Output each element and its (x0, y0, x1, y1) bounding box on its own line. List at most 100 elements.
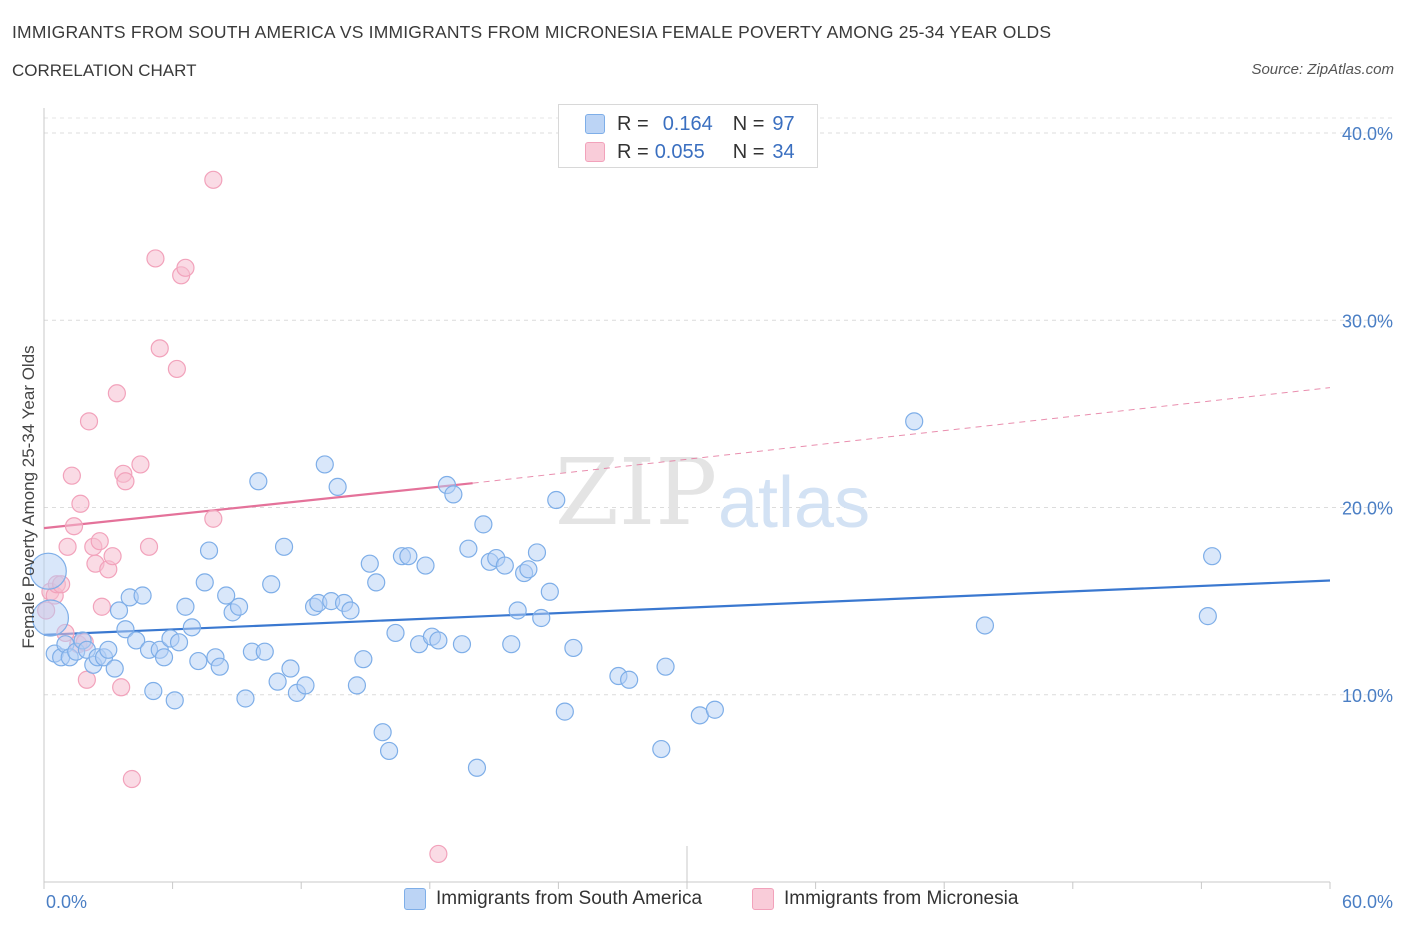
micronesia-point-31 (176, 258, 195, 277)
south-america-point-74 (495, 556, 514, 575)
micronesia-point-21 (112, 678, 131, 697)
pink-swatch (585, 142, 605, 162)
micronesia-point-32 (204, 509, 223, 528)
x-tick-label-0: 0.0% (46, 892, 87, 912)
bottom-legend-label-blue: Immigrants from South America (436, 888, 703, 909)
south-america-point-50 (328, 477, 347, 497)
south-america-point-69 (459, 539, 478, 558)
legend-r-value-pink: 0.055 (654, 140, 705, 163)
south-america-point-84 (564, 638, 583, 658)
south-america-point-68 (452, 635, 472, 654)
bottom-legend-south-america: Immigrants from South America (404, 888, 702, 910)
south-america-point-14 (109, 601, 129, 620)
south-america-point-26 (176, 597, 195, 616)
legend-row-south-america: R = 0.164 N = 97 (585, 111, 795, 137)
micronesia-point-19 (103, 547, 122, 566)
micronesia-point-6 (58, 537, 77, 556)
micronesia-point-33 (204, 170, 223, 189)
south-america-point-87 (652, 739, 671, 759)
south-america-point-92 (975, 616, 995, 635)
south-america-point-22 (154, 648, 174, 667)
south-america-point-82 (547, 490, 566, 510)
legend-n-label: N = (732, 140, 765, 163)
south-america-point-45 (296, 676, 315, 695)
south-america-point-71 (474, 515, 493, 534)
bottom-legend-micronesia: Immigrants from Micronesia (752, 888, 1018, 910)
south-america-point-1 (31, 599, 70, 637)
south-america-point-67 (444, 485, 463, 504)
micronesia-point-20 (107, 384, 126, 403)
south-america-point-35 (229, 597, 249, 616)
south-america-point-36 (236, 689, 255, 708)
micronesia-point-24 (122, 769, 141, 789)
legend-r-label: R = (617, 112, 649, 135)
blue-swatch (404, 888, 426, 910)
south-america-point-63 (416, 556, 435, 575)
micronesia-point-26 (139, 537, 159, 556)
watermark: ZIP atlas (555, 439, 870, 546)
south-america-point-61 (399, 547, 418, 566)
blue-swatch (585, 114, 605, 134)
legend-n-value-blue: 97 (772, 112, 795, 135)
south-america-point-18 (133, 586, 152, 605)
chart-title: IMMIGRANTS FROM SOUTH AMERICA VS IMMIGRA… (12, 22, 1052, 42)
trend-lines (43, 387, 1331, 636)
south-america-point-86 (620, 670, 639, 689)
micronesia-point-25 (131, 455, 150, 474)
micronesia-point-12 (77, 670, 96, 689)
y-tick-label-0: 10.0% (1342, 686, 1393, 706)
south-america-point-94 (1203, 547, 1222, 566)
south-america-point-41 (268, 672, 287, 691)
south-america-point-80 (532, 608, 551, 628)
micronesia-point-13 (79, 412, 99, 431)
south-america-point-13 (105, 659, 124, 678)
south-america-point-56 (367, 573, 386, 592)
bottom-legend-label-pink: Immigrants from Micronesia (784, 888, 1019, 909)
micronesia-point-7 (62, 466, 81, 485)
y-tick-label-3: 40.0% (1342, 124, 1393, 144)
south-america-point-29 (195, 573, 214, 592)
micronesia-point-8 (64, 517, 84, 536)
south-america-point-65 (429, 631, 448, 650)
south-america-point-59 (386, 623, 405, 643)
pink-swatch (752, 888, 774, 910)
legend-r-value-blue: 0.164 (662, 112, 713, 135)
trend-line-micronesia (43, 482, 473, 530)
south-america-point-53 (347, 676, 367, 695)
south-america-point-17 (127, 631, 146, 650)
legend-r-label: R = (617, 140, 649, 163)
legend-n-value-pink: 34 (772, 140, 795, 163)
south-america-points (29, 412, 1222, 777)
south-america-point-30 (199, 541, 219, 560)
south-america-point-81 (540, 582, 559, 601)
south-america-point-40 (262, 575, 281, 594)
south-america-point-75 (502, 635, 521, 654)
south-america-point-48 (315, 455, 334, 474)
south-america-point-32 (210, 657, 229, 676)
south-america-point-25 (169, 633, 189, 652)
y-axis-label: Female Poverty Among 25-34 Year Olds (19, 345, 38, 648)
south-america-point-91 (905, 412, 924, 431)
south-america-point-38 (249, 472, 268, 491)
trend-line-south-america (43, 579, 1331, 636)
south-america-point-15 (116, 620, 135, 639)
legend-n-label: N = (732, 112, 765, 135)
south-america-point-20 (144, 681, 163, 701)
correlation-legend: R = 0.164 N = 97 R = 0.055 N = 34 (558, 104, 818, 168)
south-america-point-24 (165, 691, 184, 710)
micronesia-point-34 (429, 844, 448, 864)
south-america-point-33 (217, 586, 236, 605)
south-america-point-57 (373, 723, 392, 742)
south-america-point-78 (519, 560, 538, 579)
south-america-point-70 (467, 758, 487, 777)
south-america-point-93 (1198, 607, 1217, 626)
source-credit: Source: ZipAtlas.com (1251, 61, 1394, 78)
y-tick-label-1: 20.0% (1342, 499, 1393, 519)
south-america-point-28 (189, 651, 208, 671)
micronesia-point-23 (116, 472, 135, 491)
south-america-point-55 (360, 554, 379, 573)
south-america-point-42 (274, 537, 294, 556)
south-america-point-12 (99, 640, 118, 659)
south-america-point-76 (508, 601, 527, 620)
